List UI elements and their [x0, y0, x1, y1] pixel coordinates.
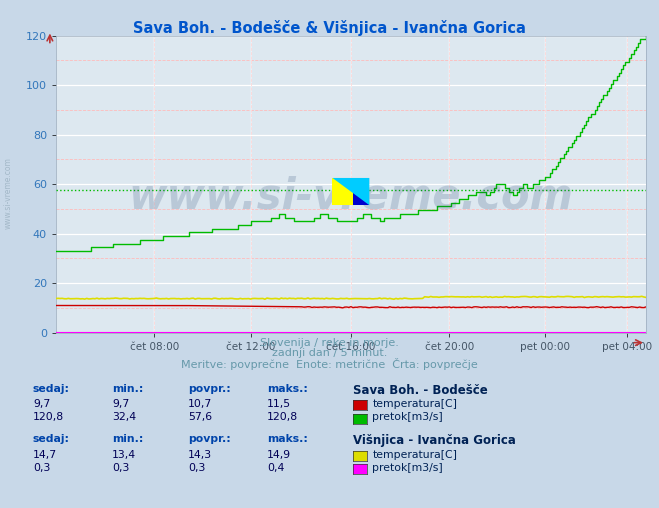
Text: sedaj:: sedaj:	[33, 384, 70, 394]
Text: 14,7: 14,7	[33, 450, 57, 460]
Text: maks.:: maks.:	[267, 384, 308, 394]
Text: 9,7: 9,7	[112, 399, 129, 409]
Text: 120,8: 120,8	[267, 412, 298, 423]
Bar	[333, 178, 369, 205]
Text: temperatura[C]: temperatura[C]	[372, 450, 457, 460]
Text: 0,3: 0,3	[188, 463, 205, 473]
Text: min.:: min.:	[112, 434, 144, 444]
Polygon shape	[353, 178, 369, 205]
Text: 0,3: 0,3	[112, 463, 129, 473]
Text: Sava Boh. - Bodešče & Višnjica - Ivančna Gorica: Sava Boh. - Bodešče & Višnjica - Ivančna…	[133, 20, 526, 36]
Text: Sava Boh. - Bodešče: Sava Boh. - Bodešče	[353, 384, 487, 397]
Polygon shape	[333, 178, 369, 205]
Text: 0,3: 0,3	[33, 463, 50, 473]
Text: min.:: min.:	[112, 384, 144, 394]
Text: povpr.:: povpr.:	[188, 434, 231, 444]
Text: 13,4: 13,4	[112, 450, 136, 460]
Text: zadnji dan / 5 minut.: zadnji dan / 5 minut.	[272, 348, 387, 358]
Text: Meritve: povprečne  Enote: metrične  Črta: povprečje: Meritve: povprečne Enote: metrične Črta:…	[181, 358, 478, 370]
Text: Višnjica - Ivančna Gorica: Višnjica - Ivančna Gorica	[353, 434, 515, 448]
Text: 57,6: 57,6	[188, 412, 212, 423]
Text: maks.:: maks.:	[267, 434, 308, 444]
Text: 14,3: 14,3	[188, 450, 212, 460]
Text: 10,7: 10,7	[188, 399, 212, 409]
Text: 9,7: 9,7	[33, 399, 50, 409]
Text: 0,4: 0,4	[267, 463, 284, 473]
Text: sedaj:: sedaj:	[33, 434, 70, 444]
Text: pretok[m3/s]: pretok[m3/s]	[372, 412, 443, 423]
Text: www.si-vreme.com: www.si-vreme.com	[4, 157, 13, 229]
Text: 14,9: 14,9	[267, 450, 291, 460]
Text: pretok[m3/s]: pretok[m3/s]	[372, 463, 443, 473]
Text: temperatura[C]: temperatura[C]	[372, 399, 457, 409]
Text: Slovenija / reke in morje.: Slovenija / reke in morje.	[260, 338, 399, 348]
Text: 120,8: 120,8	[33, 412, 64, 423]
Text: www.si-vreme.com: www.si-vreme.com	[129, 175, 573, 217]
Text: 11,5: 11,5	[267, 399, 291, 409]
Text: povpr.:: povpr.:	[188, 384, 231, 394]
Text: 32,4: 32,4	[112, 412, 136, 423]
